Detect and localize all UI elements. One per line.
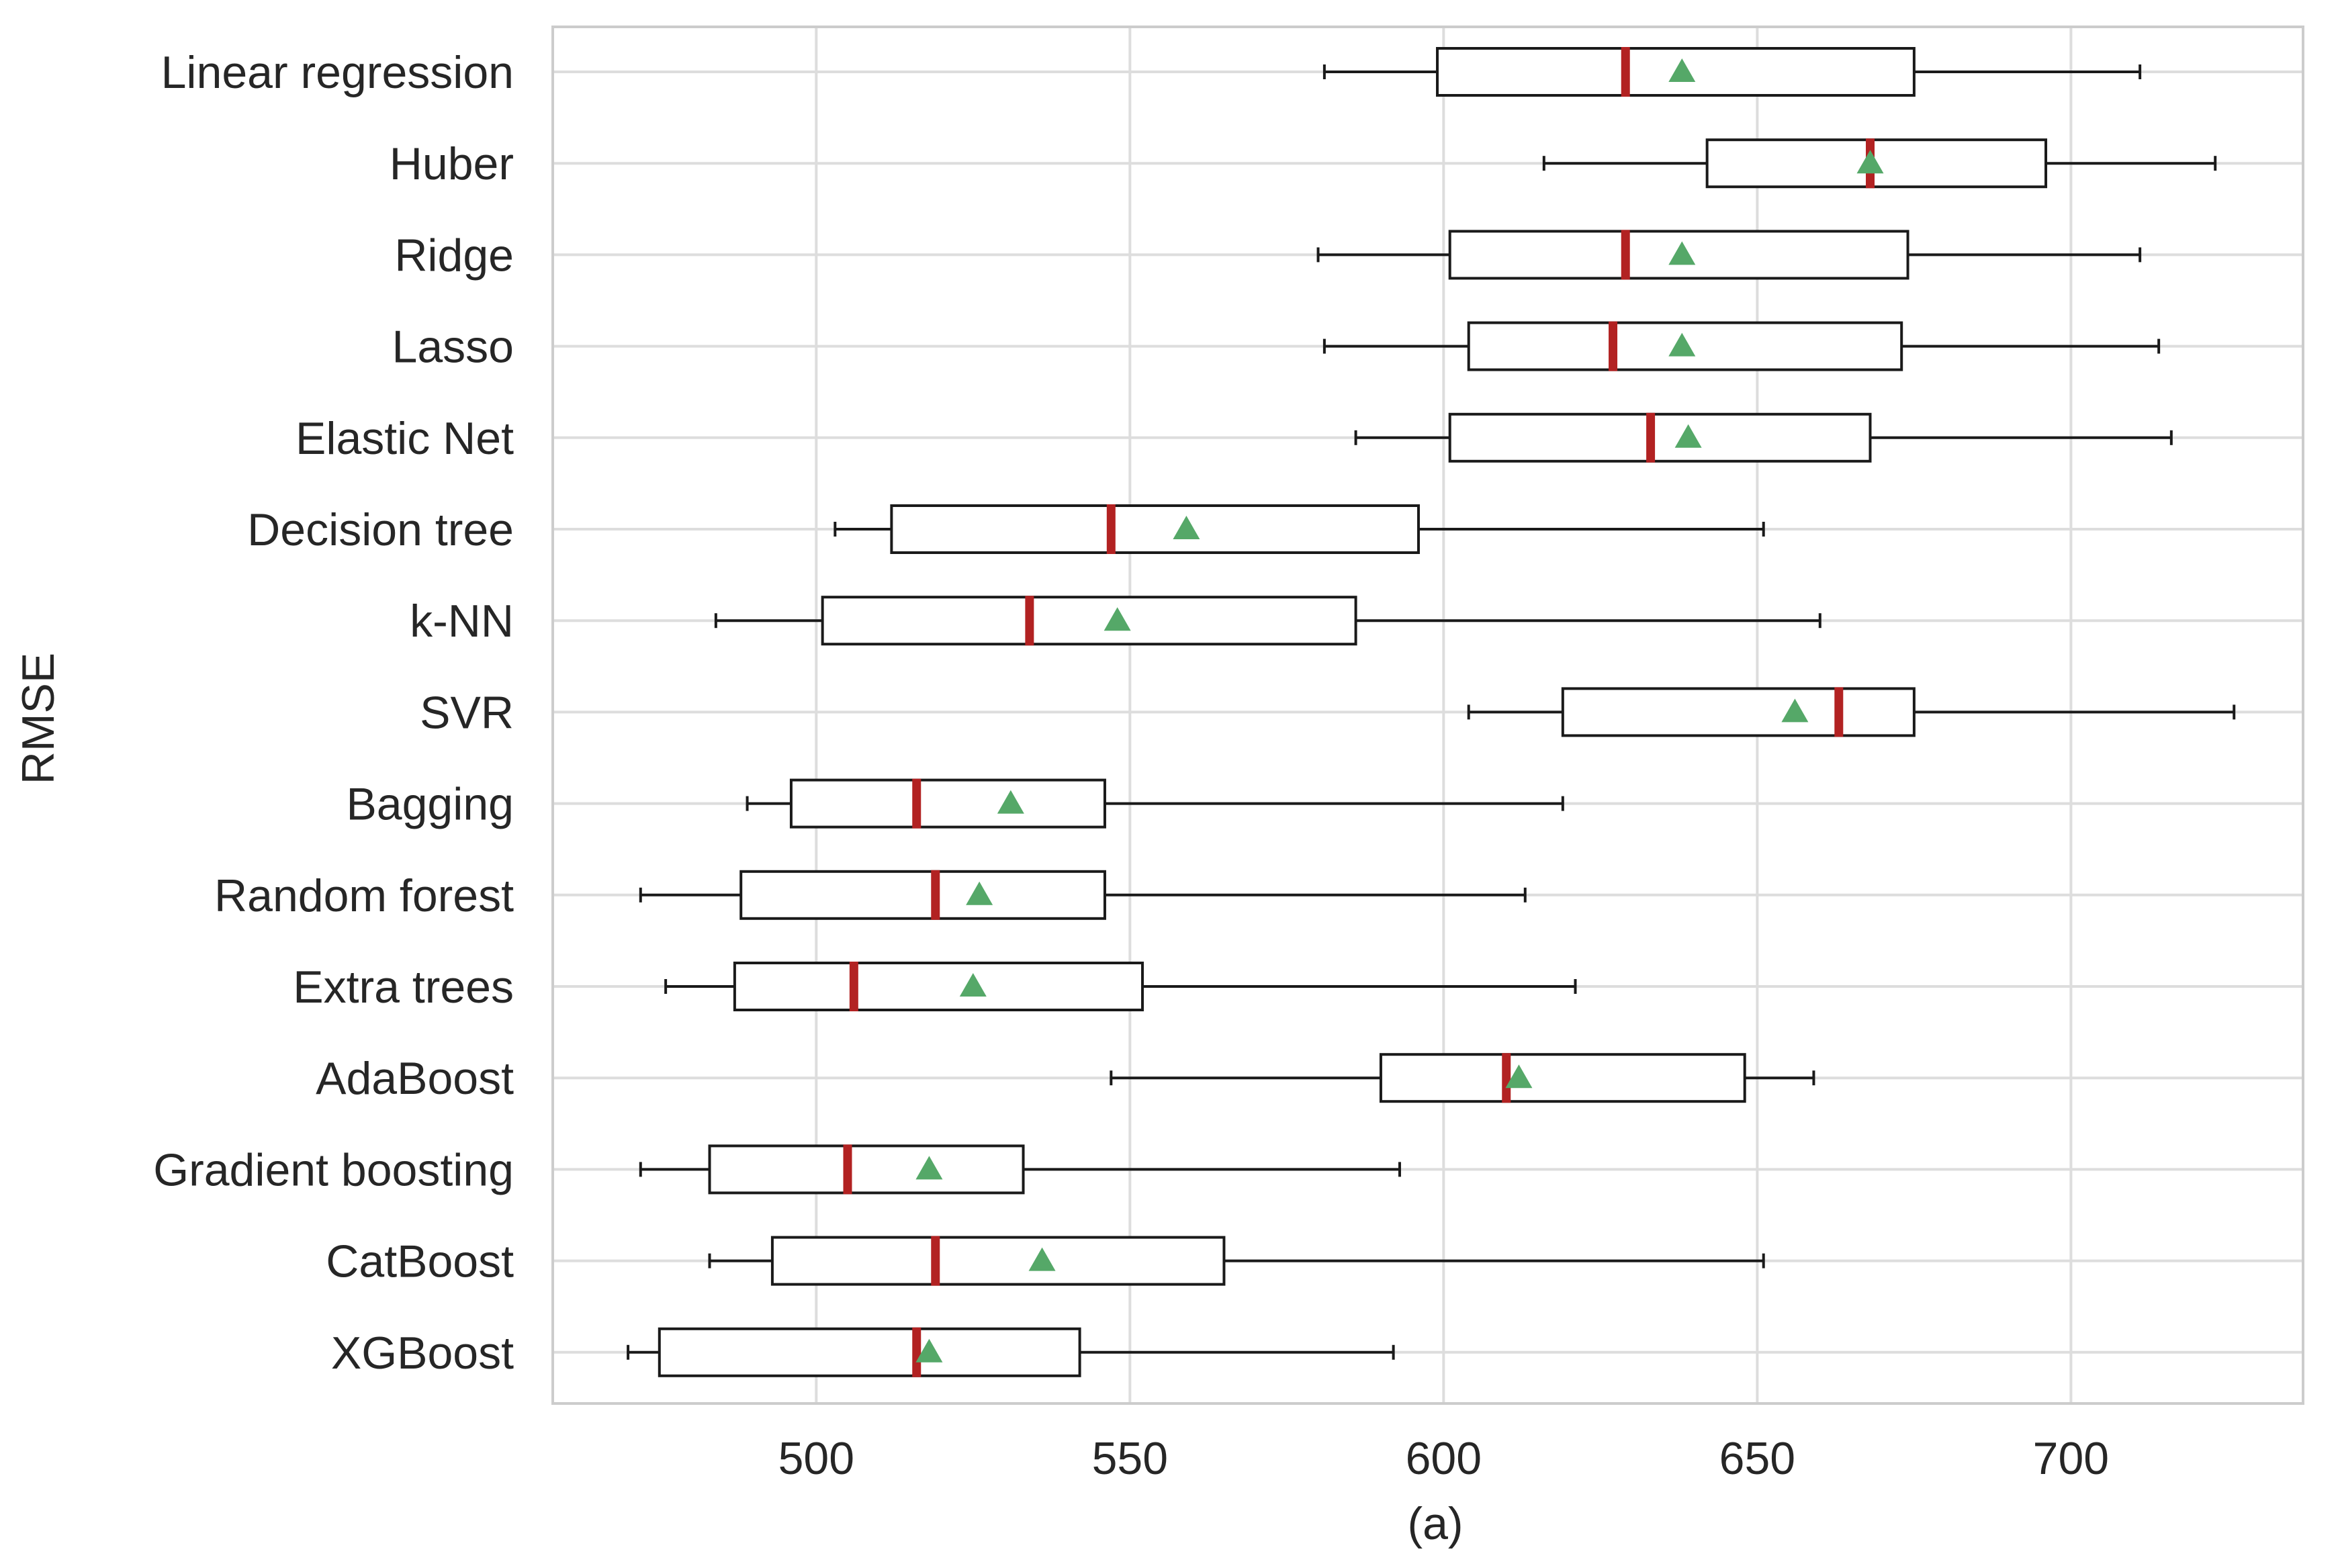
boxes	[627, 47, 2236, 1377]
grid	[553, 27, 2303, 1403]
y-tick-label: Elastic Net	[296, 413, 514, 464]
x-tick-label: 650	[1719, 1433, 1795, 1484]
y-tick-label: AdaBoost	[316, 1053, 514, 1104]
y-tick-label: Decision tree	[247, 504, 514, 555]
y-tick-label: CatBoost	[326, 1236, 514, 1287]
box-adaboost	[1110, 1053, 1815, 1103]
mean-marker	[915, 1156, 943, 1180]
y-tick-label: Random forest	[214, 870, 514, 921]
box-decision-tree	[834, 504, 1765, 554]
x-tick-labels: 500 550 600 650 700	[778, 1433, 2110, 1484]
mean-marker	[1668, 58, 1696, 82]
box-k-nn	[714, 596, 1821, 646]
box-bagging	[746, 778, 1564, 829]
y-tick-label: k-NN	[410, 596, 514, 647]
iqr-box	[821, 596, 1357, 646]
mean-marker	[1173, 516, 1200, 539]
mean-marker	[1505, 1064, 1533, 1089]
mean-marker	[1028, 1247, 1056, 1271]
x-tick-label: 600	[1406, 1433, 1482, 1484]
y-tick-label: Lasso	[392, 322, 514, 373]
plot-frame	[551, 26, 2304, 1405]
mean-marker	[966, 881, 993, 905]
y-tick-label: Gradient boosting	[153, 1144, 514, 1195]
box-extra-trees	[664, 962, 1577, 1011]
y-tick-label: SVR	[420, 687, 514, 738]
iqr-box	[1561, 687, 1916, 737]
mean-marker	[1668, 241, 1696, 265]
box-catboost	[708, 1236, 1765, 1286]
y-tick-label: XGBoost	[331, 1328, 514, 1379]
iqr-box	[770, 1236, 1226, 1286]
x-tick-label: 550	[1092, 1433, 1168, 1484]
y-tick-label: Ridge	[394, 230, 514, 281]
x-axis-label: (a)	[1407, 1498, 1463, 1549]
mean-marker	[997, 790, 1024, 814]
box-elastic-net	[1354, 412, 2173, 463]
iqr-box	[708, 1144, 1025, 1195]
iqr-box	[733, 962, 1144, 1011]
y-axis-label: RMSE	[13, 653, 64, 784]
y-tick-label: Huber	[390, 138, 514, 189]
mean-marker	[1104, 607, 1131, 631]
mean-marker	[1781, 698, 1809, 723]
iqr-box	[739, 870, 1106, 920]
mean-marker	[1674, 424, 1702, 448]
x-tick-label: 500	[778, 1433, 854, 1484]
y-tick-label: Linear regression	[161, 47, 514, 98]
box-gradient-boosting	[639, 1144, 1401, 1195]
box-lasso	[1322, 321, 2161, 371]
mean-marker	[959, 973, 987, 997]
mean-marker	[1856, 150, 1884, 174]
mean-marker	[915, 1338, 943, 1363]
iqr-box	[890, 504, 1420, 554]
box-xgboost	[627, 1327, 1395, 1377]
box-ridge	[1316, 230, 2142, 280]
y-tick-label: Extra trees	[293, 962, 514, 1013]
x-tick-label: 700	[2033, 1433, 2109, 1484]
y-tick-labels: Linear regression Huber Ridge Lasso Elastic …	[153, 47, 514, 1379]
y-tick-label: Bagging	[346, 779, 514, 830]
iqr-box	[1379, 1053, 1746, 1103]
iqr-box	[658, 1327, 1081, 1377]
mean-marker	[1668, 332, 1696, 357]
iqr-box	[1448, 412, 1872, 463]
iqr-box	[789, 778, 1106, 829]
box-linear-regression	[1322, 47, 2142, 97]
box-random-forest	[639, 870, 1527, 920]
box-svr	[1467, 687, 2236, 737]
box-huber	[1542, 138, 2217, 189]
